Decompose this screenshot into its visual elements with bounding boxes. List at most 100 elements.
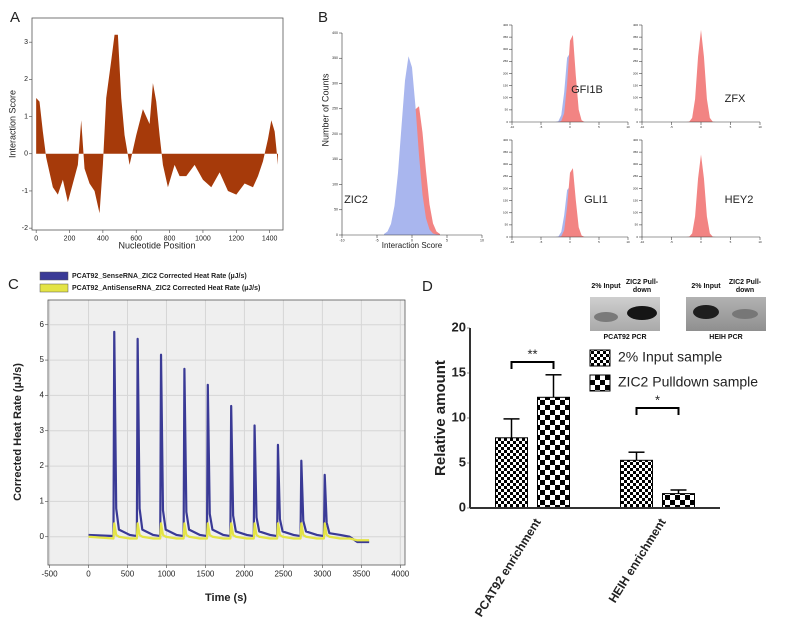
y-tick-label: 0 (506, 235, 508, 239)
y-tick-label: 0 (40, 532, 45, 541)
y-tick-label: 300 (503, 47, 508, 51)
y-tick-label: 5 (459, 454, 466, 469)
y-tick-label: 0 (336, 233, 338, 237)
y-tick-label: 300 (503, 162, 508, 166)
gel-lane-label: ZIC2 Pull-down (728, 279, 762, 294)
y-tick-label: 2 (24, 76, 28, 83)
density-area (552, 168, 588, 237)
x-tick-label: PCAT92 enrichment (472, 516, 544, 619)
y-tick-label: 400 (633, 23, 638, 27)
legend-swatch (39, 283, 69, 293)
y-tick-label: 200 (503, 71, 508, 75)
x-tick-label: 0 (569, 240, 571, 244)
x-tick-label: 10 (626, 240, 630, 244)
density-area (552, 34, 588, 122)
y-tick-label: 5 (40, 355, 45, 364)
x-tick-label: -10 (640, 240, 645, 244)
y-tick-label: 250 (503, 59, 508, 63)
panel-label: HEY2 (725, 194, 754, 206)
line (88, 522, 370, 542)
y-tick-label: 50 (505, 223, 509, 227)
x-tick-label: -5 (540, 240, 543, 244)
x-axis-label: Interaction Score (382, 241, 443, 250)
x-tick-label: 10 (758, 125, 762, 129)
x-tick-label: 600 (130, 235, 142, 242)
y-tick-label: 150 (633, 198, 638, 202)
density-area (384, 56, 440, 236)
x-tick-label: 2000 (236, 570, 254, 579)
y-tick-label: 100 (332, 182, 338, 186)
x-tick-label: 800 (164, 235, 176, 242)
panel-label: ZFX (725, 93, 746, 105)
panel-letter: A (10, 9, 20, 26)
x-tick-label: -10 (510, 240, 515, 244)
x-tick-label: -5 (540, 125, 543, 129)
x-tick-label: 1000 (195, 235, 211, 242)
area (36, 34, 278, 214)
gel-label: HEIH PCR (709, 334, 743, 341)
x-tick-label: 10 (480, 239, 484, 243)
x-tick-label: -10 (640, 125, 645, 129)
legend-swatch (39, 271, 69, 281)
y-tick-label: 400 (633, 138, 638, 142)
x-tick-label: 10 (626, 125, 630, 129)
y-tick-label: 250 (633, 59, 638, 63)
x-tick-label: 1200 (229, 235, 245, 242)
y-tick-label: 350 (633, 150, 638, 154)
x-axis-label: Time (s) (205, 592, 247, 604)
gel-lane-label: 2% Input (691, 283, 721, 290)
bar (495, 437, 528, 509)
y-tick-label: 100 (503, 211, 508, 215)
x-axis-label: Nucleotide Position (118, 240, 195, 250)
plot-frame (47, 299, 406, 566)
y-tick-label: 100 (633, 96, 638, 100)
y-tick-label: 20 (452, 319, 466, 334)
significance-label: ** (527, 346, 537, 361)
x-tick-label: 0 (411, 239, 413, 243)
y-tick-label: 350 (633, 35, 638, 39)
x-tick-label: 10 (758, 240, 762, 244)
bar (662, 493, 695, 509)
density-area (683, 29, 719, 123)
x-tick-label: HEIH enrichment (606, 516, 669, 605)
y-tick-label: 150 (503, 83, 508, 87)
y-tick-label: 50 (635, 108, 639, 112)
y-tick-label: 200 (332, 132, 338, 136)
y-tick-label: 150 (332, 157, 338, 161)
y-tick-label: 50 (505, 108, 509, 112)
gel-band (594, 312, 618, 322)
bar (620, 459, 653, 509)
y-tick-label: 50 (334, 208, 338, 212)
y-tick-label: 200 (503, 186, 508, 190)
y-tick-label: 10 (452, 409, 466, 424)
gel-label: PCAT92 PCR (603, 334, 647, 341)
panel-label: GLI1 (584, 194, 608, 206)
gel-band (732, 309, 758, 319)
y-tick-label: 50 (635, 223, 639, 227)
plot-frame (31, 17, 284, 231)
y-tick-label: 300 (633, 47, 638, 51)
x-tick-label: 0 (700, 125, 702, 129)
y-tick-label: 250 (633, 174, 638, 178)
y-tick-label: 100 (503, 96, 508, 100)
y-tick-label: 15 (452, 364, 466, 379)
y-tick-label: 200 (633, 71, 638, 75)
x-tick-label: 3500 (352, 570, 370, 579)
y-tick-label: 300 (332, 81, 338, 85)
y-tick-label: -2 (22, 225, 28, 232)
y-tick-label: 0 (636, 235, 638, 239)
x-tick-label: -10 (339, 239, 344, 243)
density-area (683, 154, 719, 237)
x-tick-label: -500 (42, 570, 59, 579)
y-axis-label: Number of Counts (320, 73, 330, 147)
y-tick-label: 0 (24, 151, 28, 158)
y-tick-label: 350 (332, 56, 338, 60)
x-tick-label: 500 (121, 570, 135, 579)
legend-label: 2% Input sample (618, 349, 722, 365)
y-tick-label: 150 (503, 198, 508, 202)
y-tick-label: 400 (332, 31, 338, 35)
y-tick-label: 3 (40, 426, 45, 435)
legend-label: ZIC2 Pulldown sample (618, 374, 758, 390)
